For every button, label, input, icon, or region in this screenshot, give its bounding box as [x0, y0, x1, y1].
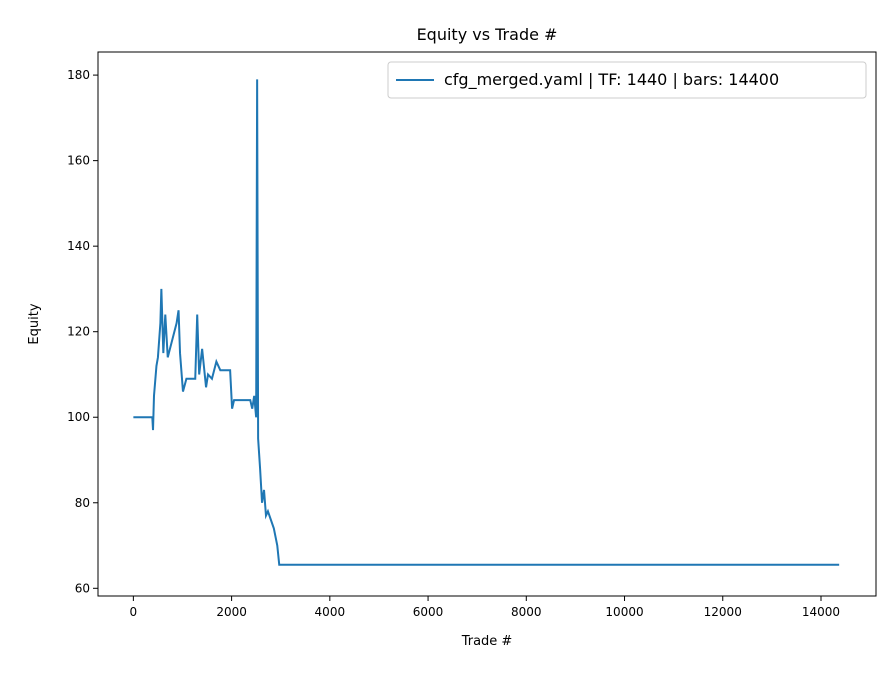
line	[133, 79, 840, 566]
x-tick-label: 6000	[413, 605, 444, 619]
x-axis-label: Trade #	[461, 634, 513, 649]
legend-box	[387, 61, 867, 99]
plot-frame	[97, 51, 877, 597]
x-tick-label: 8000	[511, 605, 542, 619]
y-tick-label: 100	[67, 410, 90, 424]
y-axis-label: Equity	[27, 303, 42, 344]
y-tick-label: 120	[67, 325, 90, 339]
y-tick-label: 60	[75, 581, 90, 595]
x-tick-label: 0	[130, 605, 138, 619]
chart-title: Equity vs Trade #	[417, 25, 558, 44]
x-tick-label: 14000	[802, 605, 840, 619]
x-tick-label: 4000	[315, 605, 346, 619]
y-tick-label: 160	[67, 154, 90, 168]
x-tick-label: 10000	[605, 605, 643, 619]
x-tick-label: 2000	[216, 605, 247, 619]
y-tick-label: 80	[75, 496, 90, 510]
x-tick-label: 12000	[704, 605, 742, 619]
y-tick-label: 140	[67, 239, 90, 253]
y-tick-label: 180	[67, 68, 90, 82]
legend-label: cfg_merged.yaml | TF: 1440 | bars: 14400	[444, 70, 779, 90]
